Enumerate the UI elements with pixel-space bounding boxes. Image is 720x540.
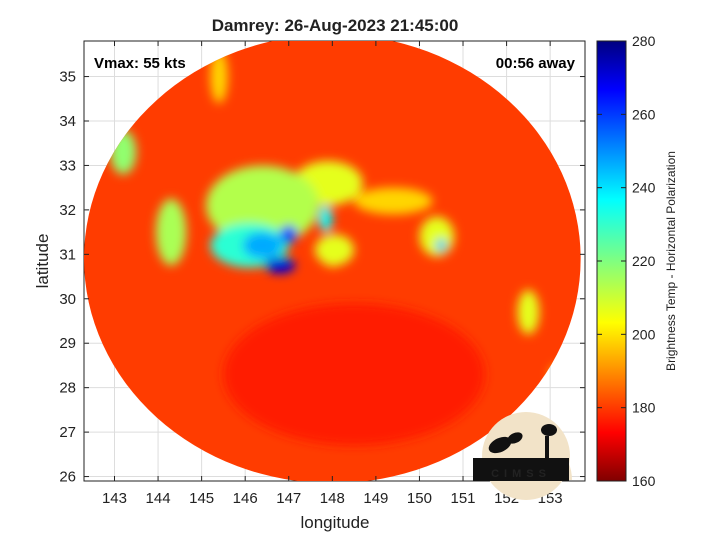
swath-features [110,49,568,446]
y-tick-label-9: 35 [59,69,76,86]
logo-tower-tank [541,424,557,436]
logo-dish-1 [488,436,512,454]
colorbar-tick-label-4: 240 [632,180,656,196]
y-tick-label-2: 28 [59,380,76,397]
x-tick-label-3: 146 [233,490,258,507]
y-tick-label-1: 27 [59,424,76,441]
logo-ground [473,458,569,481]
x-tick-label-2: 145 [189,490,214,507]
colorbar-tick-label-0: 160 [632,473,656,489]
feature-north-cell [319,205,333,233]
feature-west-outer-band [155,198,187,266]
y-tick-label-4: 30 [59,291,76,308]
colorbar-tick-label-1: 180 [632,400,656,416]
swath [84,41,581,481]
logo-text: CIMSS [491,468,551,480]
cimss-logo: CIMSS [473,412,572,500]
colorbar-tick-label-6: 280 [632,33,656,49]
feature-east-cell [436,238,447,253]
x-tick-label-8: 151 [451,490,476,507]
y-axis-label: latitude [33,234,52,289]
y-tick-label-7: 33 [59,157,76,174]
feature-south-broad [223,303,485,446]
axis-ticks: 143 144 145 146 147 148 149 150 151 152 1532627282… [59,41,585,507]
feature-north-edge-streak [210,49,228,104]
y-tick-label-6: 32 [59,202,76,219]
logo-disk-full [482,412,570,500]
x-tick-label-0: 143 [102,490,127,507]
x-tick-label-7: 150 [407,490,432,507]
y-tick-label-8: 34 [59,113,76,130]
vmax-annotation: Vmax: 55 kts [94,55,186,72]
colorbar-tick-label-3: 220 [632,253,656,269]
feature-east-arm-2 [419,216,455,257]
logo-tower-leg [545,436,549,460]
feature-core-cold-2 [280,225,298,244]
x-tick-label-5: 148 [320,490,345,507]
feature-east-outer-band [517,289,540,335]
x-tick-label-1: 144 [146,490,171,507]
feature-core-cold-1 [264,257,296,274]
x-tick-label-4: 147 [276,490,301,507]
feature-core-cold-3 [243,232,283,259]
colorbar-tick-label-2: 200 [632,326,656,342]
x-tick-label-6: 149 [363,490,388,507]
y-tick-label-5: 31 [59,246,76,263]
logo-dish-2 [507,432,523,444]
y-tick-label-0: 26 [59,469,76,486]
x-axis-label: longitude [300,513,369,532]
away-annotation: 00:56 away [496,55,576,72]
feature-inner-eyewall-arc [314,234,355,266]
feature-east-arm-1 [354,187,433,215]
y-tick-label-3: 29 [59,335,76,352]
colorbar-ticks: 160 180 200 220 240 260 280 [597,33,656,489]
colorbar-tick-label-5: 260 [632,106,656,122]
chart-title: Damrey: 26-Aug-2023 21:45:00 [212,16,459,35]
colorbar-label: Brightness Temp - Horizontal Polarizatio… [664,151,678,371]
